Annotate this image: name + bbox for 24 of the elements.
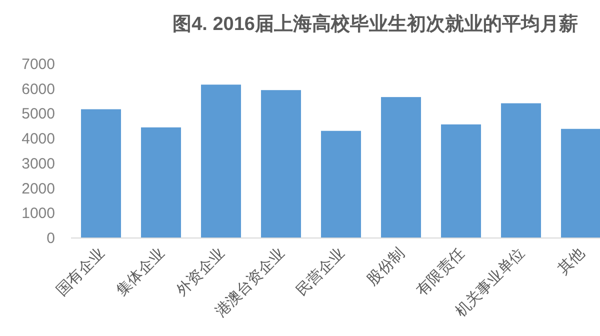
x-tick-label: 股份制: [364, 244, 408, 289]
bar: [501, 103, 541, 238]
y-tick-label: 7000: [22, 56, 55, 73]
bar: [321, 130, 361, 238]
bar: [81, 109, 121, 238]
bar: [441, 124, 481, 238]
y-tick-label: 5000: [22, 106, 55, 123]
bar: [381, 97, 421, 238]
chart-title: 图4. 2016届上海高校毕业生初次就业的平均月薪: [172, 13, 578, 35]
y-tick-label: 2000: [22, 180, 55, 198]
y-tick-label: 6000: [22, 80, 55, 98]
y-tick-label: 4000: [22, 130, 55, 148]
bar: [261, 90, 301, 238]
bar: [201, 84, 241, 238]
x-tick-label: 其他: [554, 244, 588, 278]
y-tick-label: 3000: [22, 155, 55, 172]
y-tick-label: 1000: [22, 205, 55, 222]
bar: [141, 127, 181, 238]
x-tick-label: 外资企业: [173, 244, 228, 300]
y-tick-label: 0: [46, 230, 55, 247]
x-tick-label: 集体企业: [113, 244, 168, 300]
bar: [561, 128, 600, 238]
x-tick-label: 民营企业: [293, 244, 348, 300]
x-tick-label: 国有企业: [53, 244, 108, 300]
